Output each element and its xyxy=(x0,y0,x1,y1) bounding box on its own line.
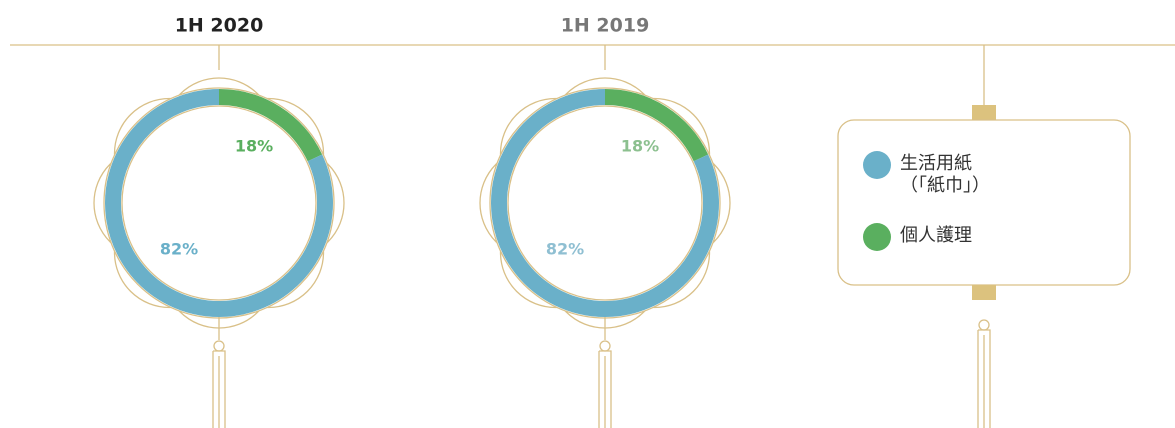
tassel xyxy=(213,351,225,428)
data-label: 82% xyxy=(160,240,198,259)
chart-title: 1H 2020 xyxy=(175,15,264,37)
data-label: 18% xyxy=(235,137,273,156)
tassel-knot xyxy=(214,341,224,351)
donut-chart: 1H 2020 82% 18% xyxy=(94,15,344,428)
page: 1H 2020 82% 18% 1H 2019 82% 18% 生活用紙（「紙巾」） 個人護… xyxy=(0,0,1175,428)
center-inner xyxy=(508,106,702,300)
legend-swatch xyxy=(863,151,891,179)
center-inner xyxy=(122,106,316,300)
chart-title: 1H 2019 xyxy=(561,15,650,37)
legend-label: 生活用紙（「紙巾」） xyxy=(900,153,982,197)
tassel xyxy=(599,351,611,428)
chart: 1H 2020 82% 18% 1H 2019 82% 18% xyxy=(0,0,1175,428)
legend-label: 個人護理 xyxy=(900,225,982,247)
legend-swatch xyxy=(863,223,891,251)
donut-chart: 1H 2019 82% 18% xyxy=(480,15,730,428)
data-label: 82% xyxy=(546,240,584,259)
tassel-knot xyxy=(600,341,610,351)
data-label: 18% xyxy=(621,137,659,156)
